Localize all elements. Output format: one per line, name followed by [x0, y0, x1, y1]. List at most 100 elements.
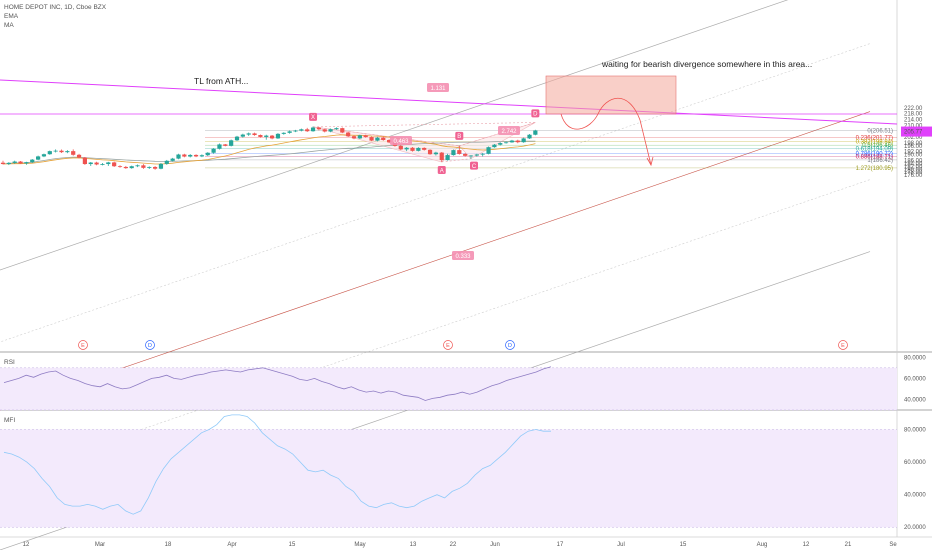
- ratio-label: 0.463: [393, 139, 409, 145]
- candle-body: [135, 165, 140, 167]
- candle-body: [387, 140, 392, 143]
- candle-body: [515, 140, 520, 143]
- candle-body: [492, 144, 497, 148]
- symbol-title[interactable]: HOME DEPOT INC, 1D, Cboe BZX: [4, 4, 107, 11]
- fib-label: 1(186.42): [867, 158, 893, 164]
- candle-body: [24, 162, 29, 164]
- candle-body: [41, 154, 47, 157]
- candle-body: [433, 152, 438, 155]
- point-a-bg: [437, 165, 446, 174]
- price-tick: 210.00: [904, 123, 923, 129]
- point-x: X: [311, 115, 315, 121]
- divergence-zone: [545, 75, 677, 115]
- candle-body: [59, 150, 64, 153]
- candle-body: [509, 140, 515, 143]
- rsi-legend[interactable]: RSI: [4, 359, 15, 366]
- candle-body: [217, 144, 222, 149]
- candle-body: [474, 154, 479, 156]
- mfi-tick: 80.0000: [904, 428, 926, 434]
- time-tick: Jul: [617, 542, 625, 548]
- event-marker-label: D: [148, 343, 152, 349]
- candle-body: [451, 150, 456, 156]
- candle-body: [170, 158, 175, 161]
- candle-body: [182, 154, 187, 157]
- candle-body: [427, 149, 433, 155]
- candle-body: [270, 135, 275, 139]
- fib-label: 1.272(180.95): [856, 166, 893, 172]
- candle-body: [346, 132, 351, 137]
- mfi-legend[interactable]: MFI: [4, 417, 16, 424]
- candle-body: [176, 154, 181, 159]
- candle-body: [422, 147, 427, 150]
- candle-body: [369, 137, 374, 141]
- time-tick: 18: [165, 542, 172, 548]
- candle-body: [457, 150, 462, 154]
- ema-line: [2, 134, 536, 165]
- ma-line: [2, 140, 536, 165]
- candle-body: [223, 144, 228, 146]
- candle-body: [147, 166, 152, 168]
- price-tick: 182.00: [904, 164, 923, 170]
- time-tick: Aug: [757, 542, 768, 548]
- candle-body: [521, 138, 526, 143]
- candle-body: [264, 135, 269, 137]
- rsi-tick: 60.0000: [904, 376, 926, 382]
- candle-body: [234, 136, 240, 141]
- current-price-badge: [901, 126, 932, 137]
- candles: [0, 126, 538, 170]
- candle-body: [340, 128, 345, 133]
- time-tick: 12: [803, 542, 810, 548]
- fib-label: 0.382(198.84): [856, 140, 893, 146]
- rsi-band: [0, 367, 897, 410]
- mfi-line: [3, 414, 551, 515]
- price-tick: 222.00: [904, 106, 923, 112]
- candle-body: [275, 133, 281, 139]
- candle-body: [498, 143, 503, 145]
- candle-body: [305, 129, 310, 132]
- time-tick: Jun: [490, 542, 500, 548]
- projection-arrowhead: [646, 156, 654, 167]
- event-marker: [443, 340, 453, 350]
- time-axis: 12 Mar 18 Apr 15 May 13 22 Jun 17 Jul 15 Aug 12 21 Se: [23, 542, 898, 548]
- tl-annotation: TL from ATH...: [194, 76, 248, 86]
- candle-body: [287, 131, 292, 133]
- channel-upper-mid: [0, 43, 871, 343]
- candle-body: [106, 162, 111, 165]
- time-tick: 13: [410, 542, 417, 548]
- candle-body: [0, 162, 6, 165]
- price-tick: 184.00: [904, 161, 923, 167]
- candle-body: [334, 128, 339, 130]
- rsi-tick: 40.0000: [904, 397, 926, 403]
- pattern-ac: [441, 158, 472, 163]
- price-tick: 176.00: [904, 173, 923, 179]
- time-tick: 15: [680, 542, 687, 548]
- pattern-xb: [313, 126, 460, 147]
- event-marker-label: D: [508, 343, 512, 349]
- channel-lower-mid: [0, 179, 871, 479]
- candle-body: [328, 129, 333, 132]
- ema-legend[interactable]: EMA: [4, 13, 19, 20]
- candle-body: [351, 136, 357, 139]
- time-tick: 12: [23, 542, 30, 548]
- fib-label: 0.886(188.71): [856, 155, 893, 161]
- ratio-label-bg: [452, 251, 474, 260]
- candle-body: [76, 154, 82, 158]
- candle-body: [47, 151, 52, 155]
- rsi-line: [3, 366, 552, 401]
- price-tick: 190.00: [904, 153, 923, 159]
- candle-body: [12, 161, 17, 163]
- target-zone: [545, 75, 677, 167]
- candle-body: [527, 134, 532, 139]
- candle-body: [82, 157, 87, 165]
- event-marker-label: E: [446, 343, 450, 349]
- candle-body: [281, 132, 286, 134]
- projection-path: [560, 98, 652, 166]
- event-marker: [505, 340, 515, 350]
- mfi-pane: 80.0000 60.0000 40.0000 20.0000: [0, 414, 926, 531]
- ma-legend[interactable]: MA: [4, 22, 14, 29]
- candle-body: [316, 127, 321, 130]
- mfi-band: [0, 429, 897, 528]
